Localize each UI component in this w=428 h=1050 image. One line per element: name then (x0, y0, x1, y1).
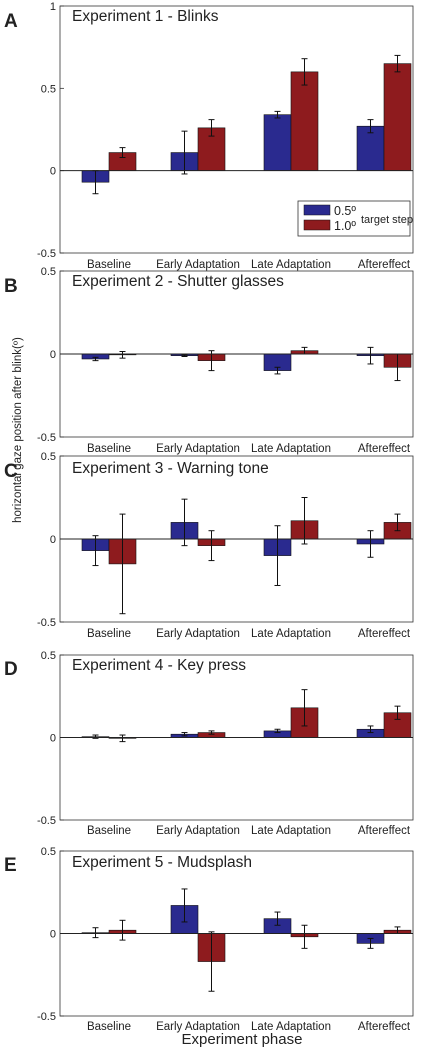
category-label: Baseline (87, 259, 131, 271)
y-tick-label: 0 (50, 929, 56, 941)
panel-letter: E (4, 855, 17, 876)
category-label: Early Adaptation (156, 825, 240, 837)
y-axis-label: horizontal gaze position after blink(º) (12, 337, 24, 523)
panel-letter: A (4, 11, 18, 32)
category-label: Late Adaptation (251, 628, 331, 640)
y-tick-label: 0 (50, 349, 56, 361)
x-axis-label: Experiment phase (182, 1031, 303, 1048)
legend-label: 0.5º (334, 204, 356, 218)
category-label: Aftereffect (358, 259, 411, 271)
chart-panel-b: B Experiment 2 - Shutter glasses -0.5 0 0.5 B… (4, 266, 414, 455)
category-label: Late Adaptation (251, 443, 331, 455)
category-label: Late Adaptation (251, 259, 331, 271)
legend-swatch (303, 204, 331, 216)
y-tick-label: 0.5 (41, 846, 56, 858)
category-label: Baseline (87, 825, 131, 837)
legend: 0.5º1.0º target step (297, 200, 413, 237)
y-tick-label: 0.5 (41, 650, 56, 662)
panel-title: Experiment 4 - Key press (72, 657, 246, 674)
chart-panel-c: C Experiment 3 - Warning tone -0.5 0 0.5 Base… (4, 451, 414, 640)
panel-title: Experiment 5 - Mudsplash (72, 854, 252, 871)
panel-title: Experiment 2 - Shutter glasses (72, 273, 284, 290)
panel-letter: D (4, 659, 18, 680)
chart-panel-a: A Experiment 1 - Blinks -0.5 0 0.5 1 Baseline E… (4, 1, 414, 271)
bar-series1-2 (263, 114, 292, 171)
y-tick-label: 0.5 (41, 83, 56, 95)
axes-box (59, 5, 414, 254)
category-label: Aftereffect (358, 825, 411, 837)
category-label: Late Adaptation (251, 825, 331, 837)
y-tick-label: -0.5 (37, 248, 56, 260)
legend-swatch (303, 219, 331, 231)
category-label: Baseline (87, 1021, 131, 1033)
y-tick-label: -0.5 (37, 815, 56, 827)
category-label: Early Adaptation (156, 443, 240, 455)
y-tick-label: 0.5 (41, 451, 56, 463)
category-label: Late Adaptation (251, 1021, 331, 1033)
y-tick-label: -0.5 (37, 1011, 56, 1023)
bar-series2-2 (290, 71, 319, 171)
category-label: Baseline (87, 628, 131, 640)
panel-title: Experiment 3 - Warning tone (72, 460, 269, 477)
legend-title: target step (361, 214, 413, 226)
y-tick-label: 0 (50, 733, 56, 745)
category-label: Aftereffect (358, 628, 411, 640)
legend-label: 1.0º (334, 219, 356, 233)
chart-panel-d: D Experiment 4 - Key press -0.5 0 0.5 Baselin… (4, 650, 414, 837)
panel-letter: B (4, 276, 18, 297)
y-tick-label: -0.5 (37, 617, 56, 629)
y-tick-label: 0 (50, 534, 56, 546)
y-tick-label: -0.5 (37, 432, 56, 444)
category-label: Early Adaptation (156, 1021, 240, 1033)
y-tick-label: 0 (50, 166, 56, 178)
chart-panel-e: E Experiment 5 - Mudsplash -0.5 0 0.5 Baselin… (4, 846, 414, 1033)
y-tick-label: 1 (50, 1, 56, 13)
category-label: Aftereffect (358, 443, 411, 455)
panel-letter: C (4, 461, 18, 482)
panel-title: Experiment 1 - Blinks (72, 8, 219, 25)
y-tick-label: 0.5 (41, 266, 56, 278)
category-label: Early Adaptation (156, 628, 240, 640)
category-label: Baseline (87, 443, 131, 455)
category-label: Aftereffect (358, 1021, 411, 1033)
bar-series2-3 (383, 63, 412, 171)
category-label: Early Adaptation (156, 259, 240, 271)
